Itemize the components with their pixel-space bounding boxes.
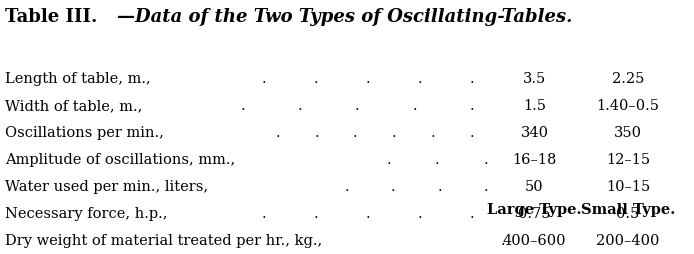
Text: .: . <box>314 125 319 139</box>
Text: 16–18: 16–18 <box>512 152 557 166</box>
Text: .: . <box>435 152 439 166</box>
Text: .: . <box>355 99 359 113</box>
Text: .: . <box>366 206 370 220</box>
Text: 350: 350 <box>614 125 642 139</box>
Text: —Data of the Two Types of Oscillating-Tables.: —Data of the Two Types of Oscillating-Ta… <box>117 8 572 26</box>
Text: .: . <box>501 233 505 247</box>
Text: .: . <box>484 152 488 166</box>
Text: .: . <box>412 99 417 113</box>
Text: .: . <box>431 125 435 139</box>
Text: .: . <box>345 179 349 193</box>
Text: .: . <box>470 99 474 113</box>
Text: Water used per min., liters,: Water used per min., liters, <box>5 179 208 193</box>
Text: .: . <box>391 179 396 193</box>
Text: 12–15: 12–15 <box>606 152 650 166</box>
Text: .: . <box>418 72 422 86</box>
Text: .: . <box>437 179 442 193</box>
Text: .: . <box>262 206 266 220</box>
Text: 340: 340 <box>520 125 548 139</box>
Text: 3.5: 3.5 <box>523 72 546 86</box>
Text: Oscillations per min.,: Oscillations per min., <box>5 125 164 139</box>
Text: Large Type.: Large Type. <box>487 202 582 216</box>
Text: .: . <box>392 125 396 139</box>
Text: 2.25: 2.25 <box>612 72 644 86</box>
Text: Table III.: Table III. <box>5 8 97 26</box>
Text: .: . <box>366 72 370 86</box>
Text: 50: 50 <box>525 179 543 193</box>
Text: Amplitude of oscillations, mm.,: Amplitude of oscillations, mm., <box>5 152 235 166</box>
Text: Small Type.: Small Type. <box>581 202 675 216</box>
Text: 1.5: 1.5 <box>523 99 546 113</box>
Text: .: . <box>262 72 266 86</box>
Text: 0.75: 0.75 <box>518 206 550 220</box>
Text: 10–15: 10–15 <box>606 179 650 193</box>
Text: .: . <box>418 206 422 220</box>
Text: .: . <box>314 206 318 220</box>
Text: Necessary force, h.p.,: Necessary force, h.p., <box>5 206 167 220</box>
Text: .: . <box>484 179 488 193</box>
Text: .: . <box>314 72 318 86</box>
Text: .: . <box>470 206 474 220</box>
Text: Dry weight of material treated per hr., kg.,: Dry weight of material treated per hr., … <box>5 233 322 247</box>
Text: .: . <box>241 99 245 113</box>
Text: 200–400: 200–400 <box>596 233 660 247</box>
Text: Length of table, m.,: Length of table, m., <box>5 72 151 86</box>
Text: 0.5: 0.5 <box>616 206 640 220</box>
Text: 400–600: 400–600 <box>502 233 566 247</box>
Text: .: . <box>470 125 474 139</box>
Text: .: . <box>276 125 280 139</box>
Text: 1.40–0.5: 1.40–0.5 <box>597 99 659 113</box>
Text: .: . <box>298 99 303 113</box>
Text: .: . <box>353 125 357 139</box>
Text: .: . <box>387 152 391 166</box>
Text: .: . <box>470 72 474 86</box>
Text: Width of table, m.,: Width of table, m., <box>5 99 142 113</box>
